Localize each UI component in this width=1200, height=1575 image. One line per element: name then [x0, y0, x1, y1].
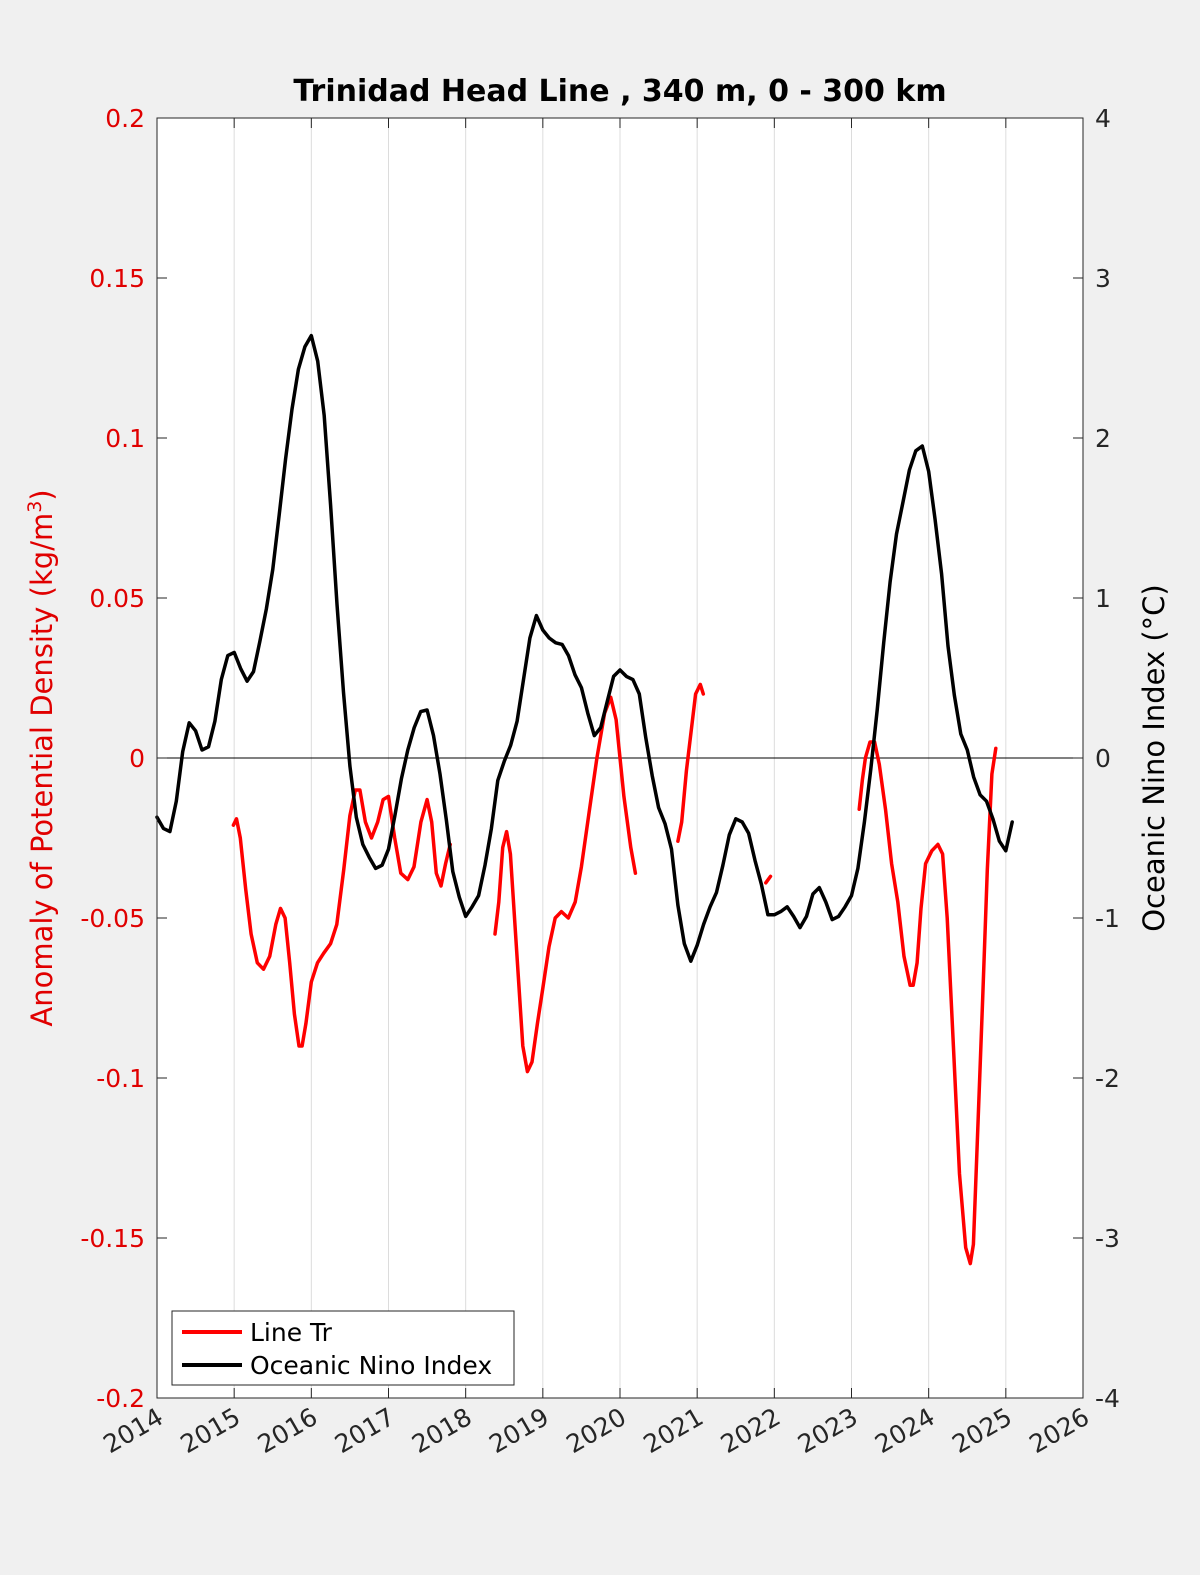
left-y-axis-label-sup: 3 — [24, 501, 46, 513]
right-y-axis-label: Oceanic Nino Index (°C) — [1137, 584, 1171, 932]
right-y-tick-label-1: 1 — [1095, 584, 1111, 613]
right-y-tick-label--1: -1 — [1095, 904, 1120, 933]
line-tr-segment-1 — [231, 788, 452, 1048]
left-y-axis-label: Anomaly of Potential Density (kg/m3) — [24, 489, 59, 1026]
x-tick-label-2020: 2020 — [561, 1402, 631, 1459]
right-y-tick-label-3: 3 — [1095, 264, 1111, 293]
line-tr-segment-5 — [857, 740, 998, 1266]
legend-label-line-tr: Line Tr — [250, 1318, 333, 1347]
left-y-tick-label-0.1: 0.1 — [105, 424, 145, 453]
left-y-tick-label--0.2: -0.2 — [96, 1384, 145, 1413]
right-y-tick-label-0: 0 — [1095, 744, 1111, 773]
left-y-tick-label-0.15: 0.15 — [89, 264, 145, 293]
left-y-tick-label-0.2: 0.2 — [105, 104, 145, 133]
legend: Line Tr Oceanic Nino Index — [171, 1310, 515, 1386]
chart-title: Trinidad Head Line , 340 m, 0 - 300 km — [293, 74, 946, 109]
left-y-axis: 0.2 0.15 0.1 0.05 0 -0.05 -0.1 -0.15 -0.2 — [80, 104, 167, 1413]
oni-line — [155, 333, 1014, 963]
left-y-tick-label-0: 0 — [129, 744, 145, 773]
right-y-tick-label-4: 4 — [1095, 104, 1111, 133]
right-y-tick-label-2: 2 — [1095, 424, 1111, 453]
x-tick-label-2024: 2024 — [870, 1402, 940, 1459]
x-tick-label-2021: 2021 — [639, 1402, 709, 1459]
x-tick-label-2026: 2026 — [1024, 1402, 1094, 1459]
x-tick-label-2022: 2022 — [716, 1402, 786, 1459]
left-y-tick-label--0.1: -0.1 — [96, 1064, 145, 1093]
x-tick-label-2017: 2017 — [330, 1402, 400, 1459]
right-y-tick-label--2: -2 — [1095, 1064, 1120, 1093]
right-y-axis: 4 3 2 1 0 -1 -2 -3 -4 — [1073, 104, 1120, 1413]
x-tick-label-2019: 2019 — [484, 1402, 554, 1459]
x-tick-label-2015: 2015 — [176, 1402, 246, 1459]
oni-series — [155, 333, 1014, 963]
line-tr-segment-2 — [493, 695, 638, 1074]
x-tick-label-2016: 2016 — [253, 1402, 323, 1459]
x-tick-label-2018: 2018 — [407, 1402, 477, 1459]
left-y-tick-label--0.15: -0.15 — [80, 1224, 145, 1253]
legend-label-oni: Oceanic Nino Index — [250, 1351, 492, 1380]
left-y-tick-label-0.05: 0.05 — [89, 584, 145, 613]
x-tick-label-2023: 2023 — [793, 1402, 863, 1459]
x-tick-label-2025: 2025 — [947, 1402, 1017, 1459]
left-y-tick-label--0.05: -0.05 — [80, 904, 145, 933]
legend-box — [171, 1310, 515, 1386]
right-y-tick-label--3: -3 — [1095, 1224, 1120, 1253]
line-tr-segment-4 — [764, 874, 773, 885]
right-y-tick-label--4: -4 — [1095, 1384, 1120, 1413]
line-tr-segment-3 — [676, 682, 706, 843]
line-tr-series — [231, 682, 998, 1266]
